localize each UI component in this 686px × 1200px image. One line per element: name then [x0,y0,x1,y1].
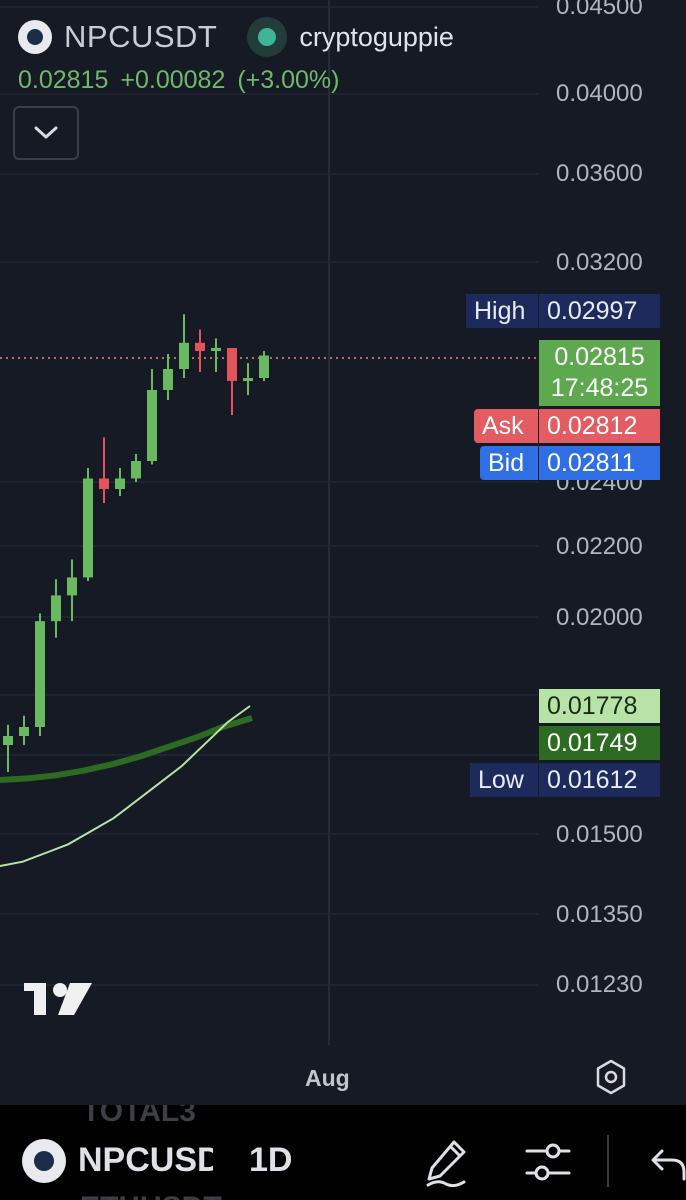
candle-body [227,348,237,381]
ma-fast-value-tag: 0.01778 [539,689,660,723]
price-axis-label: 0.02000 [556,604,643,631]
candle-body [131,461,141,479]
time-axis-label: Aug [305,1065,350,1091]
chevron-down-icon [34,126,58,139]
author-name[interactable]: cryptoguppie [299,21,454,52]
settings-hexagon-icon[interactable] [594,1058,628,1096]
low-value-tag: 0.01612 [539,763,660,797]
symbol-name[interactable]: NPCUSDT [64,19,218,54]
price-axis-label: 0.04500 [556,0,643,20]
ma-slow-value-tag: 0.01749 [539,726,660,760]
last-price-tag: 0.02815 17:48:25 [539,340,660,406]
ma-fast-line [0,705,251,867]
last-price: 0.02815 [18,66,109,94]
candle-body [83,478,93,578]
candle-body [115,478,125,489]
symbol-logo-icon [18,20,52,54]
high-value-tag: 0.02997 [539,294,660,328]
candle-body [51,595,61,622]
sliders-icon[interactable] [524,1139,572,1185]
candles [3,314,269,772]
price-plot[interactable] [0,0,686,1105]
price-axis-label: 0.03600 [556,160,643,187]
candle-body [99,478,109,489]
candle-body [147,390,157,461]
candle-body [195,342,205,351]
candle-body [243,378,253,381]
price-change: +0.00082 [120,66,226,94]
price-axis-label: 0.01350 [556,901,643,928]
candle-body [211,348,221,351]
candle-body [259,355,269,378]
toolbar-divider [607,1135,609,1187]
collapse-legend-button[interactable] [13,106,79,160]
pencil-icon[interactable] [424,1137,470,1187]
undo-icon[interactable] [650,1147,686,1181]
ghost-symbol-above: TOTAL3 [82,1105,196,1128]
tradingview-logo-icon [24,983,92,1015]
candle-body [19,727,29,736]
candle-body [3,736,13,745]
bid-value-tag: 0.02811 [539,446,660,480]
high-label-tag: High [466,294,538,328]
chart-area[interactable]: NPCUSDT cryptoguppie 0.02815 +0.00082 (+3.… [0,0,686,1105]
author-avatar-icon[interactable] [247,17,288,57]
price-axis-label: 0.04000 [556,80,643,107]
symbol-logo-icon[interactable] [22,1139,66,1183]
toolbar-symbol[interactable]: NPCUSDT [78,1141,213,1179]
last-price-value: 0.02815 [554,343,645,371]
price-axis-label: 0.01230 [556,971,643,998]
bid-label-tag: Bid [480,446,538,480]
ghost-symbol-below: ETHUSDT [80,1191,222,1200]
price-change-percent: (+3.00%) [237,66,340,94]
price-axis-label: 0.03200 [556,249,643,276]
price-axis-label: 0.01500 [556,821,643,848]
ma-slow-line [0,715,253,783]
bottom-toolbar: TOTAL3 ETHUSDT NPCUSDT 1D [0,1105,686,1200]
ask-label-tag: Ask [474,409,538,443]
candle-body [35,621,45,727]
ask-value-tag: 0.02812 [539,409,660,443]
candle-body [179,342,189,369]
interval-button[interactable]: 1D [249,1141,293,1179]
low-label-tag: Low [470,763,538,797]
grid [0,6,538,986]
candle-body [67,577,77,596]
candle-body [163,369,173,390]
chart-header: NPCUSDT cryptoguppie [18,14,454,60]
quote-line: 0.02815 +0.00082 (+3.00%) [18,66,351,95]
candle-countdown: 17:48:25 [550,374,649,402]
price-axis-label: 0.02200 [556,533,643,560]
